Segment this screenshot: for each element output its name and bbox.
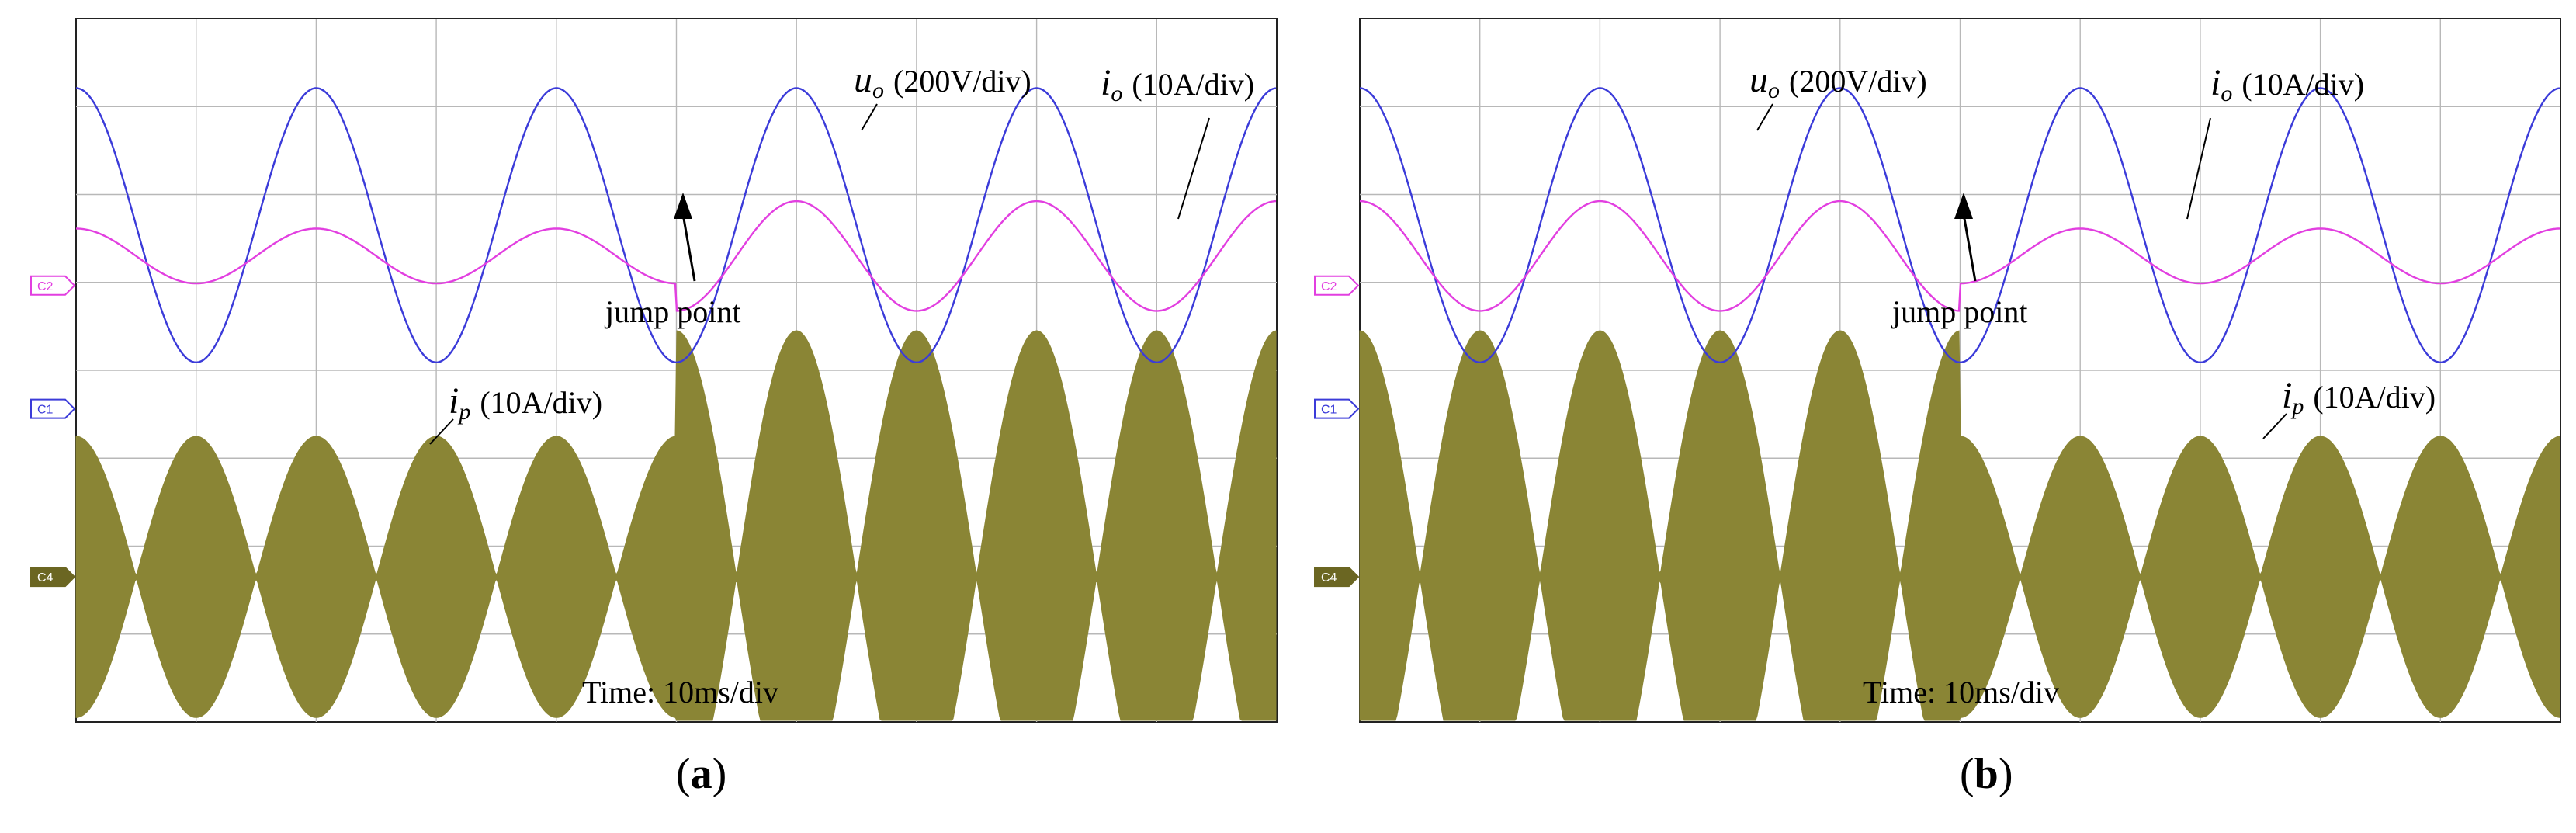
series-symbol: i bbox=[1101, 62, 1111, 103]
annotation-jump-point: jump point bbox=[1891, 294, 2027, 329]
channel-marker-c4: C4 bbox=[1314, 567, 1360, 588]
series-subscript: p bbox=[2290, 394, 2304, 419]
channel-marker-c1: C1 bbox=[1314, 398, 1360, 419]
series-symbol: i bbox=[2282, 375, 2292, 416]
jump-point-arrow bbox=[674, 193, 696, 282]
channel-marker-c2: C2 bbox=[1314, 275, 1360, 296]
pointer-io bbox=[2186, 117, 2211, 220]
series-ip bbox=[1359, 330, 2560, 721]
channel-marker-c4: C4 bbox=[30, 567, 76, 588]
series-subscript: o bbox=[1111, 81, 1122, 106]
channel-marker-label: C1 bbox=[1321, 404, 1337, 417]
series-io bbox=[1359, 200, 2560, 312]
series-uo bbox=[75, 87, 1277, 364]
series-ip bbox=[75, 330, 1277, 721]
time-label: Time: 10ms/div bbox=[1863, 675, 2059, 710]
series-subscript: o bbox=[872, 78, 884, 103]
channel-marker-label: C1 bbox=[37, 404, 54, 417]
series-label-io: io (10A/div) bbox=[1101, 62, 1254, 106]
panel-letter: (a) bbox=[676, 750, 726, 798]
channel-marker-label: C4 bbox=[37, 571, 54, 585]
series-symbol: i bbox=[2210, 62, 2221, 103]
series-label-uo: uo (200V/div) bbox=[1749, 59, 1927, 103]
series-subscript: o bbox=[2221, 81, 2232, 106]
series-label-uo: uo (200V/div) bbox=[854, 59, 1031, 103]
series-label-io: io (10A/div) bbox=[2210, 62, 2364, 106]
series-symbol: u bbox=[1749, 59, 1768, 100]
pointer-io bbox=[1177, 117, 1210, 220]
series-scale: (10A/div) bbox=[1132, 67, 1254, 102]
pointer-ip bbox=[429, 418, 454, 445]
pointer-ip bbox=[2262, 413, 2287, 439]
series-scale: (10A/div) bbox=[480, 385, 602, 420]
series-label-ip: ip (10A/div) bbox=[449, 380, 602, 425]
annotation-jump-point: jump point bbox=[604, 294, 740, 329]
series-scale: (200V/div) bbox=[893, 64, 1031, 99]
series-symbol: i bbox=[449, 380, 459, 422]
series-symbol: u bbox=[854, 59, 872, 100]
panel-letter: (b) bbox=[1960, 750, 2013, 798]
pointer-uo bbox=[861, 103, 878, 131]
series-io bbox=[75, 200, 1277, 312]
jump-point-arrow bbox=[1954, 193, 1977, 282]
series-subscript: o bbox=[1768, 78, 1780, 103]
channel-marker-c1: C1 bbox=[30, 398, 76, 419]
series-label-ip: ip (10A/div) bbox=[2282, 375, 2436, 419]
channel-marker-c2: C2 bbox=[30, 275, 76, 296]
channel-marker-label: C2 bbox=[37, 280, 54, 293]
channel-marker-label: C2 bbox=[1321, 280, 1337, 293]
series-scale: (10A/div) bbox=[2313, 380, 2436, 415]
series-uo bbox=[1359, 87, 2560, 364]
series-scale: (10A/div) bbox=[2241, 67, 2364, 102]
pointer-uo bbox=[1756, 103, 1773, 131]
time-label: Time: 10ms/div bbox=[582, 675, 778, 710]
channel-marker-label: C4 bbox=[1321, 571, 1337, 585]
series-subscript: p bbox=[457, 399, 470, 425]
series-scale: (200V/div) bbox=[1789, 64, 1927, 99]
